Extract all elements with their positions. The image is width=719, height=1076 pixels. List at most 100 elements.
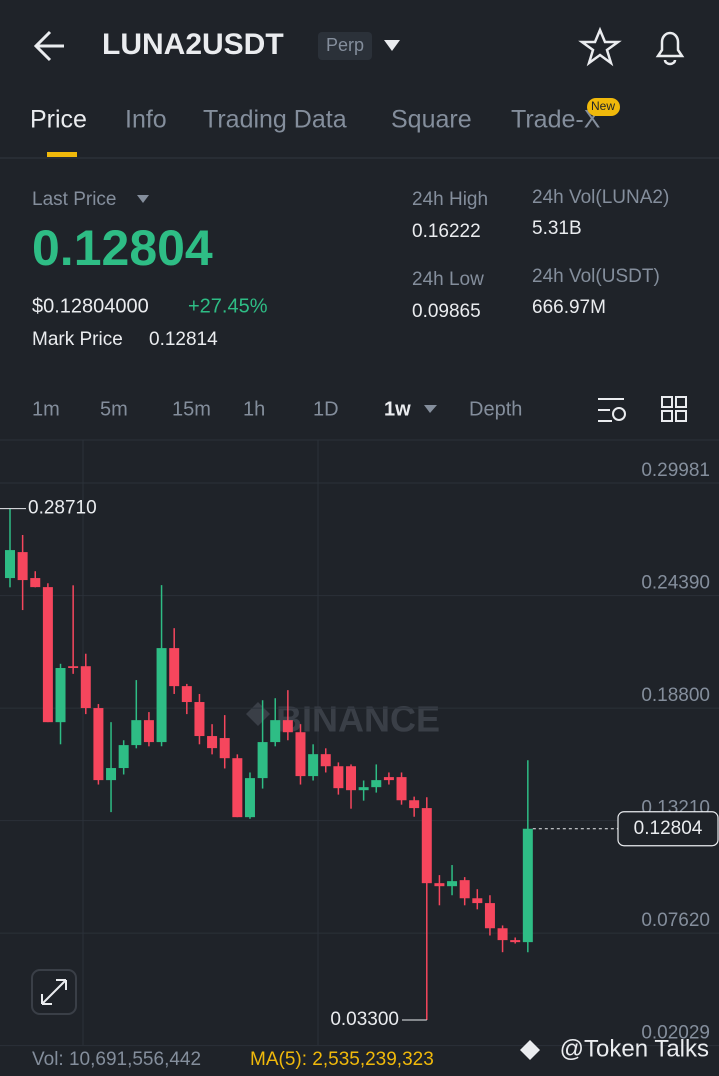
candle-body: [308, 754, 319, 777]
last-price-dropdown[interactable]: [137, 195, 149, 203]
watermark-logo: [520, 1040, 540, 1060]
candle-body: [421, 808, 432, 884]
high-label: 0.28710: [28, 498, 97, 519]
ma-volume: MA(5): 2,535,239,323: [250, 1049, 434, 1070]
interval[interactable]: 1D: [313, 398, 339, 420]
tab-indicator: [47, 152, 77, 157]
candle-body: [459, 880, 470, 899]
candle-body: [194, 702, 205, 737]
candle-body: [270, 720, 281, 743]
y-tick-label: 0.07620: [641, 910, 710, 931]
expand-button[interactable]: [31, 969, 77, 1015]
candle-body: [30, 578, 41, 588]
alert-button[interactable]: [655, 31, 685, 66]
interval[interactable]: Depth: [469, 398, 522, 420]
last-price-label: Last Price: [32, 189, 116, 210]
indicator-button[interactable]: [598, 398, 624, 422]
y-tick-label: 0.02029: [641, 1023, 710, 1044]
candle-body: [409, 800, 420, 809]
badge: Perp: [326, 35, 364, 55]
tab[interactable]: Trading Data: [203, 106, 347, 134]
interval-dropdown[interactable]: [424, 405, 437, 413]
candle-body: [156, 648, 167, 743]
indicator-icon: [612, 407, 626, 421]
candle-body: [497, 928, 508, 941]
mark-price-label: Mark Price: [32, 329, 123, 350]
symbol-dropdown[interactable]: [384, 40, 400, 51]
candle-body: [68, 666, 79, 669]
candle-body: [93, 708, 104, 781]
last-price: 0.12804: [32, 220, 213, 276]
stat-value: 666.97M: [532, 297, 606, 318]
stat-value: 0.16222: [412, 221, 481, 242]
candle-body: [320, 754, 331, 767]
price-change: +27.45%: [188, 295, 268, 317]
interval[interactable]: 1h: [243, 398, 265, 420]
y-tick-label: 0.18800: [641, 685, 710, 706]
tab[interactable]: Trade-X: [511, 106, 601, 134]
candle-body: [42, 587, 53, 723]
candle-body: [80, 666, 91, 709]
stat-value: 0.09865: [412, 301, 481, 322]
candle-body: [434, 883, 445, 887]
new-badge: New: [591, 99, 615, 113]
candle-body: [131, 720, 142, 746]
candle-body: [169, 648, 180, 687]
candle-body: [5, 550, 15, 579]
layout-button[interactable]: [661, 396, 687, 422]
chart: 0.299810.243900.188000.132100.076200.020…: [0, 460, 719, 1047]
candle-body: [143, 720, 154, 743]
candle-body: [106, 768, 117, 781]
y-tick-label: 0.29981: [641, 460, 710, 481]
badge-bg: [318, 32, 372, 60]
interval[interactable]: 1m: [32, 398, 60, 420]
candle-body: [257, 742, 268, 779]
candle-body: [510, 940, 521, 943]
tab[interactable]: Price: [30, 106, 87, 134]
candle-body: [181, 686, 192, 703]
interval[interactable]: 15m: [172, 398, 211, 420]
favorite-button[interactable]: [578, 26, 622, 67]
footer-watermark: @Token Talks: [560, 1035, 709, 1062]
stat-label: 24h Vol(LUNA2): [532, 187, 669, 208]
intervals: 1m 5m 15m 1h 1D 1w Depth: [32, 398, 522, 420]
candle-body: [282, 720, 293, 733]
candle-body: [371, 780, 382, 788]
interval[interactable]: 5m: [100, 398, 128, 420]
expand-icon: [41, 979, 67, 1005]
interval[interactable]: 1w: [384, 398, 411, 420]
candle-body: [472, 898, 483, 904]
candle-body: [447, 881, 458, 887]
candle-body: [207, 736, 218, 749]
stat-value: 5.31B: [532, 218, 582, 239]
back-button[interactable]: [33, 30, 64, 62]
candle-body: [396, 777, 407, 801]
tabs: Price Info Trading Data Square Trade-X: [30, 106, 601, 134]
tab[interactable]: Square: [391, 106, 472, 134]
new-badge-bg: [587, 98, 620, 116]
candle-body: [484, 903, 495, 929]
tab[interactable]: Info: [125, 106, 167, 134]
volume: Vol: 10,691,556,442: [32, 1049, 201, 1070]
stat-label: 24h Vol(USDT): [532, 266, 660, 287]
candle-body: [295, 732, 306, 777]
mark-price: 0.12814: [149, 329, 218, 350]
candle-body: [522, 828, 533, 943]
price-label: 0.12804: [634, 818, 703, 839]
symbol: LUNA2USDT: [102, 28, 284, 61]
candle-body: [55, 668, 66, 723]
stat-label: 24h High: [412, 189, 488, 210]
candle-body: [383, 777, 394, 781]
candle-body: [17, 552, 28, 581]
candle-body: [333, 766, 344, 789]
candle-body: [232, 758, 243, 818]
candle-body: [358, 787, 369, 791]
candle-body: [118, 745, 129, 769]
candle-body: [219, 738, 230, 759]
stat-label: 24h Low: [412, 269, 484, 290]
candle-body: [346, 766, 357, 791]
price-box: [617, 811, 719, 847]
